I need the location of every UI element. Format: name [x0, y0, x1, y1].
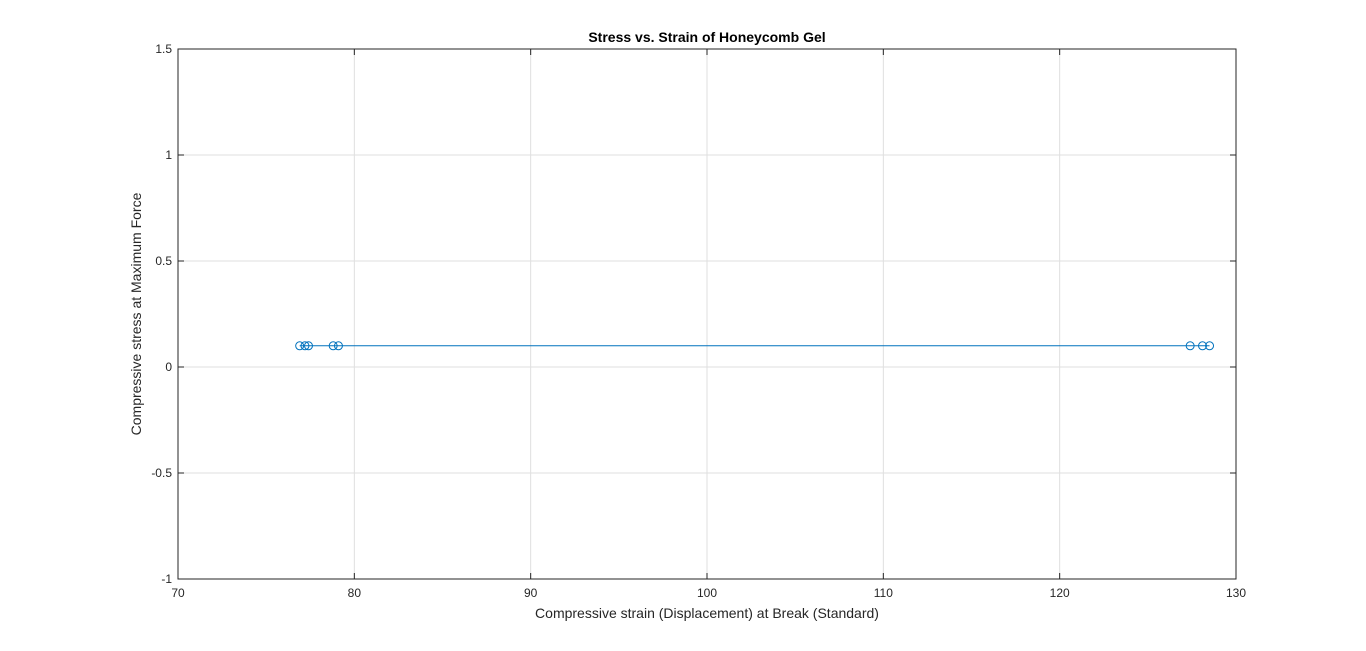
x-axis-label: Compressive strain (Displacement) at Bre…	[535, 605, 879, 621]
x-tick-label: 90	[524, 586, 538, 600]
x-tick-label: 80	[348, 586, 362, 600]
data-point-marker	[333, 341, 343, 351]
y-tick-label: 0.5	[155, 254, 172, 268]
y-tick-label: -1	[161, 572, 172, 586]
chart-title: Stress vs. Strain of Honeycomb Gel	[588, 29, 825, 45]
x-tick-label: 110	[874, 586, 893, 600]
y-tick-label: -0.5	[151, 466, 172, 480]
data-point-marker	[1205, 341, 1215, 351]
x-tick-label: 100	[697, 586, 717, 600]
x-tick-label: 130	[1226, 586, 1246, 600]
ticks-layer: 70 80 90 100 110 120 130 -1 -0.5 0 0.5 1 1.5	[151, 42, 1246, 600]
series-layer	[295, 341, 1215, 351]
data-point-marker	[303, 341, 313, 351]
data-point-marker	[295, 341, 305, 351]
data-point-marker	[300, 341, 310, 351]
x-tick-label: 70	[171, 586, 185, 600]
y-tick-label: 1.5	[155, 42, 172, 56]
x-tick-label: 120	[1050, 586, 1070, 600]
grid-layer	[178, 49, 1236, 579]
data-point-marker	[1198, 341, 1207, 351]
y-tick-label: 1	[165, 148, 172, 162]
y-tick-label: 0	[165, 360, 172, 374]
data-point-marker	[1185, 341, 1195, 351]
y-axis-label: Compressive stress at Maximum Force	[128, 192, 144, 435]
data-point-marker	[328, 341, 338, 351]
